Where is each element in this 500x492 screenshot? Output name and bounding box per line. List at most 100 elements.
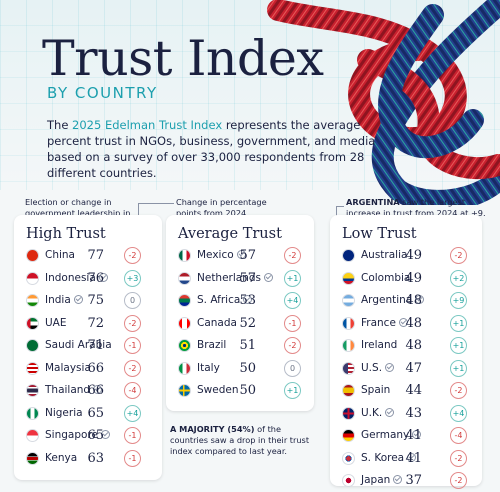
country-name: Colombia	[361, 272, 410, 284]
country-name-text: Nigeria	[45, 406, 83, 419]
trust-score: 52	[239, 315, 256, 331]
country-row-sweden: Sweden 50 +1	[166, 380, 314, 402]
country-name: Malaysia	[45, 362, 91, 374]
flag-icon	[178, 384, 191, 397]
average-trust-column: Average Trust Mexico 57 -2 Netherlands 57 +1 S…	[166, 215, 314, 411]
country-name-text: Colombia	[361, 271, 411, 284]
country-row-france: France 48 +1	[330, 313, 482, 335]
election-check-icon	[236, 250, 246, 259]
change-badge: +9	[450, 292, 467, 309]
election-check-icon	[393, 475, 403, 484]
change-badge: +4	[124, 404, 141, 422]
flag-icon	[26, 451, 39, 465]
country-row-saudi-arabia: Saudi Arabia 71 -1	[14, 335, 162, 357]
high-trust-column: High Trust China 77 -2 Indonesia 76 +3 India 75…	[14, 215, 162, 480]
country-name: Ireland	[361, 339, 397, 351]
country-name-text: Ireland	[361, 339, 398, 351]
country-name: Indonesia	[45, 272, 108, 284]
country-row-kenya: Kenya 63 -1	[14, 448, 162, 470]
change-badge: -2	[450, 449, 467, 467]
change-badge: -4	[124, 382, 141, 399]
trust-score: 44	[405, 383, 422, 398]
country-name-text: S. Korea	[361, 451, 405, 464]
low-trust-heading: Low Trust	[342, 226, 417, 242]
change-badge: +1	[284, 269, 301, 287]
country-name: France	[361, 317, 408, 329]
country-row-s-korea: S. Korea 41 -2	[330, 448, 482, 470]
country-name: Sweden	[197, 384, 239, 396]
change-badge: -1	[124, 427, 141, 444]
page-subtitle: BY COUNTRY	[47, 84, 158, 102]
country-name: Canada	[197, 317, 237, 329]
election-check-icon	[407, 452, 417, 462]
change-badge: -2	[284, 247, 301, 264]
election-check-icon	[100, 430, 110, 439]
election-check-icon	[98, 272, 108, 282]
trust-score: 65	[87, 428, 104, 443]
change-badge: +2	[450, 269, 467, 287]
change-badge: -2	[450, 382, 467, 399]
flag-icon	[26, 361, 39, 375]
majority-note-rest: of the countries saw a drop in their tru…	[170, 424, 310, 456]
election-check-icon	[398, 317, 408, 327]
change-badge: -1	[284, 314, 301, 332]
country-name: Italy	[197, 362, 220, 374]
rope-knot-illustration	[267, 0, 500, 205]
flag-icon	[178, 249, 191, 262]
country-name-text: Netherlands	[197, 271, 262, 284]
country-row-argentina: Argentina 48 +9	[330, 290, 482, 312]
country-name-text: Australia	[361, 249, 408, 261]
country-name-text: Italy	[197, 361, 220, 374]
flag-icon	[342, 406, 355, 420]
trust-score: 50	[239, 360, 256, 376]
trust-score: 47	[405, 360, 422, 376]
trust-score: 41	[405, 428, 422, 443]
flag-icon	[342, 384, 355, 397]
country-name-text: Japan	[361, 474, 391, 486]
country-name: China	[45, 249, 75, 261]
country-name-text: U.K.	[361, 406, 383, 419]
trust-score: 53	[239, 293, 256, 308]
country-name: Australia	[361, 249, 407, 261]
country-name-text: Kenya	[45, 451, 78, 464]
country-name-text: U.S.	[361, 361, 383, 374]
country-row-netherlands: Netherlands 57 +1	[166, 268, 314, 290]
country-row-india: India 75 0	[14, 290, 162, 312]
change-badge: +1	[450, 314, 467, 332]
change-badge: +3	[124, 269, 141, 287]
trust-score: 57	[239, 270, 256, 286]
country-row-u-k: U.K. 43 +4	[330, 403, 482, 425]
country-name-text: Mexico	[197, 249, 234, 261]
country-name-text: Singapore	[45, 429, 98, 441]
country-name: Germany	[361, 429, 422, 441]
flag-icon	[342, 294, 355, 307]
country-name-text: Sweden	[197, 384, 239, 396]
election-check-icon	[243, 295, 253, 304]
flag-icon	[342, 451, 355, 465]
change-badge: -2	[450, 247, 467, 264]
country-name: Saudi Arabia	[45, 339, 112, 351]
trust-score: 37	[405, 473, 422, 488]
change-badge: +1	[284, 382, 301, 399]
change-badge: -2	[284, 337, 301, 354]
trust-score: 65	[87, 405, 104, 421]
trust-score: 57	[239, 248, 256, 263]
election-check-icon	[73, 295, 83, 304]
trust-score: 66	[87, 360, 104, 376]
flag-icon	[178, 339, 191, 352]
country-name: India	[45, 294, 83, 306]
election-check-icon	[412, 430, 422, 439]
country-name: U.K.	[361, 406, 395, 419]
country-name: Singapore	[45, 429, 110, 441]
trust-score: 71	[87, 338, 104, 353]
trust-score: 49	[405, 248, 422, 263]
country-row-thailand: Thailand 66 -4	[14, 380, 162, 402]
flag-icon	[342, 474, 355, 487]
change-note: Change in percentage points from 2024	[176, 197, 267, 218]
average-trust-heading: Average Trust	[178, 226, 282, 242]
flag-icon	[26, 339, 39, 352]
country-name-text: China	[45, 249, 75, 261]
flag-icon	[178, 294, 191, 307]
flag-icon	[26, 249, 39, 262]
flag-icon	[26, 406, 39, 420]
